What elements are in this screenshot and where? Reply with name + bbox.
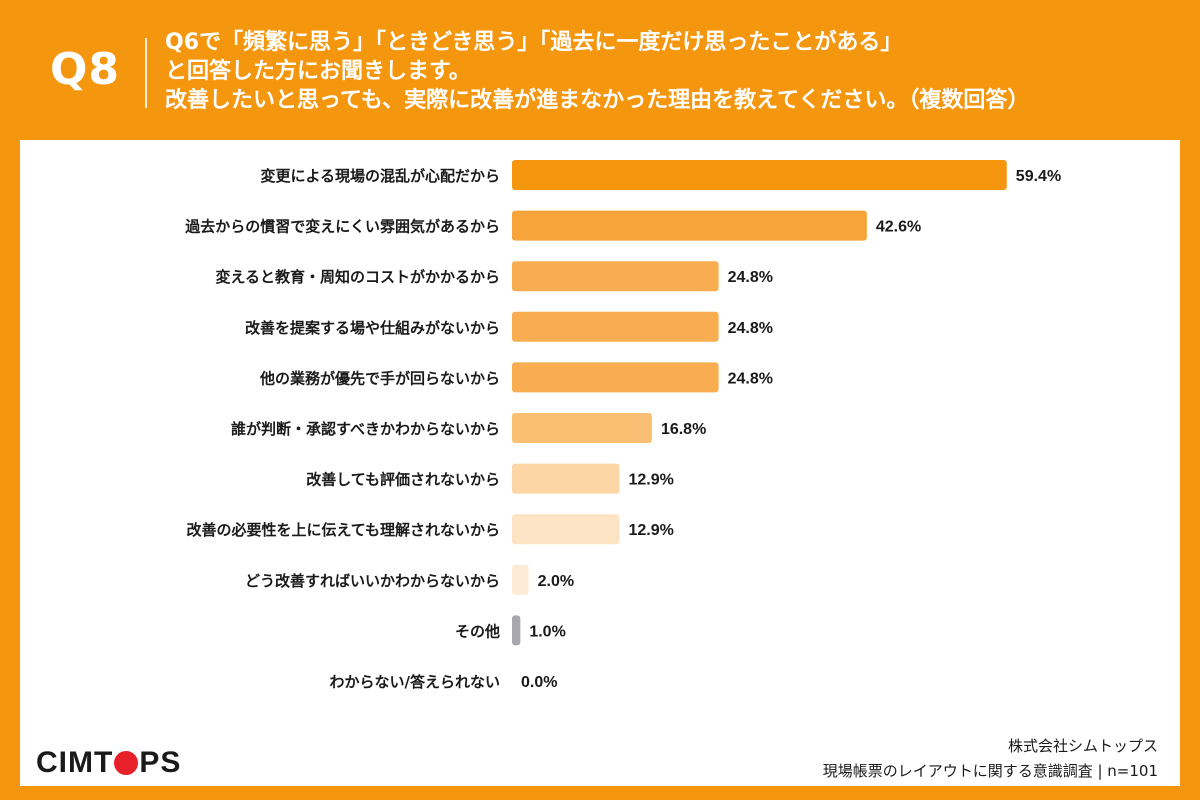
value-label: 16.8% bbox=[661, 421, 706, 438]
header-divider bbox=[145, 38, 147, 108]
bar bbox=[512, 362, 719, 393]
footer-survey: 現場帳票のレイアウトに関する意識調査 | n=101 bbox=[822, 762, 1158, 780]
category-label: 改善の必要性を上に伝えても理解されないから bbox=[186, 521, 500, 539]
value-label: 24.8% bbox=[728, 320, 773, 337]
value-label: 24.8% bbox=[728, 269, 773, 286]
value-label: 59.4% bbox=[1016, 168, 1061, 185]
value-label: 1.0% bbox=[529, 623, 565, 640]
category-label: わからない/答えられない bbox=[330, 673, 500, 691]
logo-dot-icon bbox=[114, 751, 139, 775]
footer-company: 株式会社シムトップス bbox=[1007, 737, 1158, 755]
bar-chart: 変更による現場の混乱が心配だから 59.4% 過去からの慣習で変えにくい雰囲気がある… bbox=[184, 160, 1061, 691]
question-line-1: Q6で「頻繁に思う」「ときどき思う」「過去に一度だけ思ったことがある」 bbox=[165, 30, 903, 55]
value-label: 12.9% bbox=[628, 472, 673, 489]
bar bbox=[512, 514, 620, 545]
question-line-3: 改善したいと思っても、実際に改善が進まなかった理由を教えてください。（複数回答） bbox=[165, 88, 1030, 113]
category-label: 改善しても評価されないから bbox=[306, 471, 500, 489]
category-label: 他の業務が優先で手が回らないから bbox=[259, 369, 500, 387]
value-label: 42.6% bbox=[876, 219, 921, 236]
value-label: 2.0% bbox=[538, 573, 574, 590]
question-text: Q6で「頻繁に思う」「ときどき思う」「過去に一度だけ思ったことがある」 と回答し… bbox=[165, 28, 1175, 115]
value-label: 0.0% bbox=[521, 674, 557, 691]
bar bbox=[512, 261, 719, 292]
question-number: Q8 bbox=[50, 44, 121, 95]
category-label: その他 bbox=[455, 622, 500, 640]
value-label: 12.9% bbox=[628, 522, 673, 539]
bar bbox=[512, 210, 867, 241]
bar bbox=[512, 160, 1007, 190]
bar bbox=[512, 463, 620, 494]
value-label: 24.8% bbox=[728, 370, 773, 387]
category-label: 改善を提案する場や仕組みがないから bbox=[245, 319, 500, 337]
category-label: 変更による現場の混乱が心配だから bbox=[260, 167, 500, 185]
logo-text-end: PS bbox=[139, 746, 182, 779]
question-line-2: と回答した方にお聞きします。 bbox=[165, 59, 471, 84]
category-label: 過去からの慣習で変えにくい雰囲気があるから bbox=[184, 218, 500, 236]
bar bbox=[512, 311, 719, 342]
question-header: Q8 Q6で「頻繁に思う」「ときどき思う」「過去に一度だけ思ったことがある」 と… bbox=[0, 0, 1200, 140]
category-label: どう改善すればいいかわからないから bbox=[245, 572, 500, 590]
category-label: 変えると教育・周知のコストがかかるから bbox=[215, 268, 500, 286]
category-label: 誰が判断・承認すべきかわからないから bbox=[231, 420, 500, 438]
chart-card: 変更による現場の混乱が心配だから 59.4% 過去からの慣習で変えにくい雰囲気がある… bbox=[20, 140, 1180, 786]
bar bbox=[512, 564, 529, 595]
bar bbox=[512, 615, 521, 646]
footer-credits: 株式会社シムトップス 現場帳票のレイアウトに関する意識調査 | n=101 bbox=[823, 734, 1158, 784]
logo-text-start: CIMT bbox=[36, 746, 114, 779]
bar bbox=[512, 413, 652, 443]
cimtops-logo: CIMT PS bbox=[36, 746, 181, 780]
